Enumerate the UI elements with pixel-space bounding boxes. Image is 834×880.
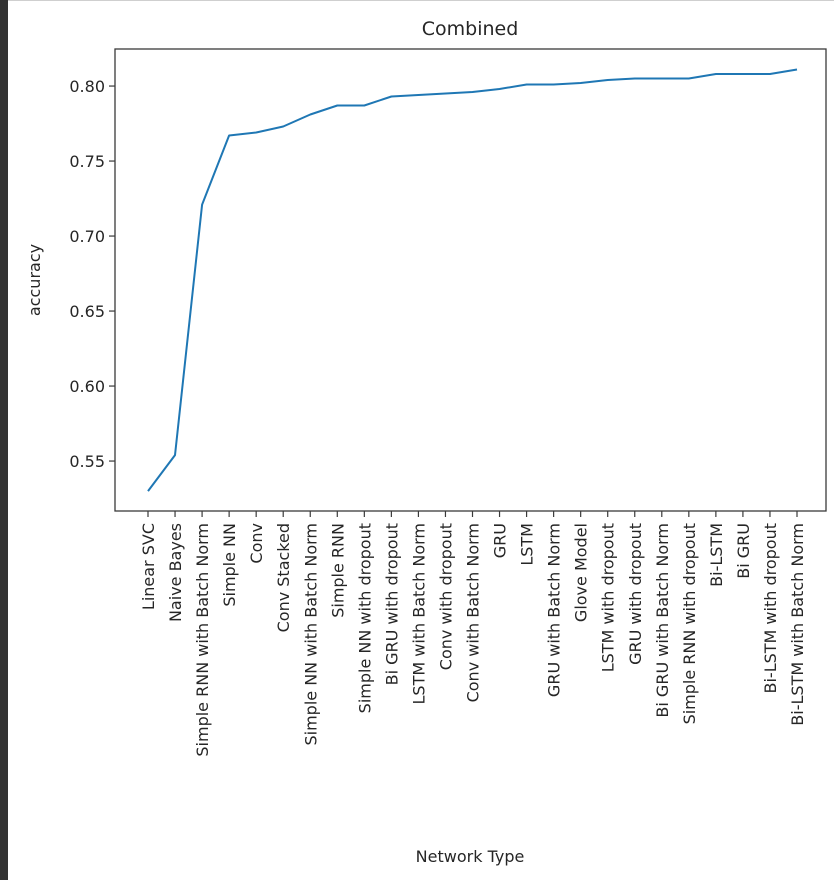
x-tick-label: Simple RNN	[328, 523, 347, 618]
x-axis-label: Network Type	[416, 847, 525, 866]
x-tick-label: Simple NN	[220, 523, 239, 607]
plot-area	[114, 48, 827, 512]
x-tick-label: Simple NN with Batch Norm	[301, 523, 320, 746]
x-tick-label: Bi-LSTM	[707, 523, 726, 587]
y-axis: 0.55 0.60 0.65 0.70 0.75 0.80	[69, 77, 115, 471]
x-tick-label: Simple RNN with dropout	[680, 523, 699, 724]
x-axis: Linear SVC Naive Bayes Simple RNN with Bat…	[139, 511, 807, 757]
y-tick-label: 0.75	[69, 152, 105, 171]
window-edge	[0, 0, 8, 880]
x-tick-label: Bi GRU with dropout	[382, 523, 401, 685]
y-tick-label: 0.55	[69, 452, 105, 471]
x-tick-label: GRU with Batch Norm	[545, 523, 564, 697]
x-tick-label: Simple NN with dropout	[355, 523, 374, 713]
top-border	[8, 0, 834, 1]
plot-frame	[114, 48, 827, 512]
x-tick-label: Conv with dropout	[436, 523, 455, 670]
accuracy-line	[147, 68, 798, 492]
y-tick-label: 0.80	[69, 77, 105, 96]
x-tick-label: Conv	[247, 523, 266, 564]
y-axis-label: accuracy	[25, 244, 44, 316]
x-tick-label: Conv with Batch Norm	[464, 523, 483, 702]
x-tick-label: Bi-LSTM with Batch Norm	[788, 523, 807, 726]
x-tick-label: GRU	[491, 523, 510, 558]
x-tick-label: Bi GRU with Batch Norm	[653, 523, 672, 718]
x-tick-label: Bi GRU	[734, 523, 753, 579]
x-tick-label: LSTM with Batch Norm	[409, 523, 428, 704]
x-tick-label: Conv Stacked	[274, 523, 293, 632]
chart-title: Combined	[422, 18, 519, 40]
x-tick-label: Simple RNN with Batch Norm	[193, 523, 212, 757]
y-tick-label: 0.60	[69, 377, 105, 396]
x-tick-label: LSTM with dropout	[599, 523, 618, 672]
y-tick-label: 0.70	[69, 227, 105, 246]
x-tick-label: Linear SVC	[139, 523, 158, 610]
x-tick-label: Naive Bayes	[166, 523, 185, 622]
x-tick-label: Glove Model	[572, 523, 591, 622]
y-tick-label: 0.65	[69, 302, 105, 321]
x-tick-label: GRU with dropout	[626, 523, 645, 665]
x-tick-label: Bi-LSTM with dropout	[761, 523, 780, 694]
x-tick-label: LSTM	[518, 523, 537, 566]
